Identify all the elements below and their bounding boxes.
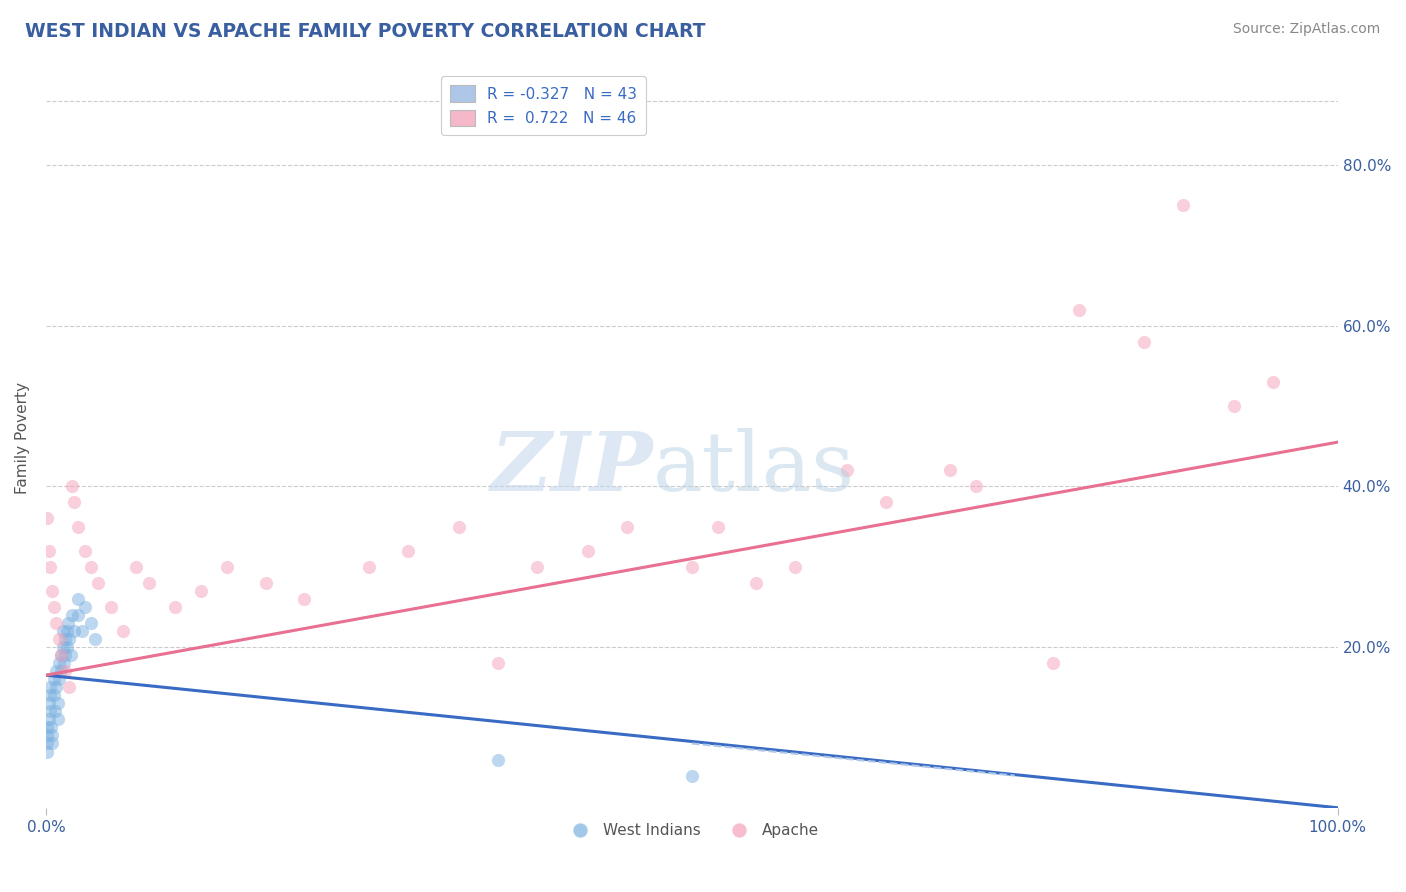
Point (53, 648, 76, 662)
Point (55, 624, 77, 638)
Point (58, 632, 80, 646)
Point (37, 511, 59, 525)
Point (396, 543, 419, 558)
Point (37, 744, 59, 758)
Point (60, 607, 83, 622)
Text: atlas: atlas (652, 427, 855, 508)
Point (53, 664, 76, 678)
Point (357, 559, 380, 574)
Point (67, 591, 90, 606)
Point (63, 495, 86, 509)
Y-axis label: Family Poverty: Family Poverty (15, 382, 30, 494)
Point (48, 632, 70, 646)
Point (51, 664, 73, 678)
Point (84, 632, 107, 646)
Point (449, 519, 471, 533)
Point (67, 607, 90, 622)
Point (60, 479, 83, 493)
Point (42, 599, 65, 614)
Point (41, 736, 63, 750)
Point (875, 495, 897, 509)
Point (254, 575, 277, 590)
Point (42, 688, 65, 702)
Point (1069, 302, 1091, 317)
Legend: West Indians, Apache: West Indians, Apache (558, 817, 825, 845)
Point (73, 599, 96, 614)
Point (51, 648, 73, 662)
Point (80, 615, 103, 630)
Point (38, 704, 60, 718)
Point (44, 704, 66, 718)
Point (38, 712, 60, 726)
Point (190, 583, 212, 598)
Point (526, 559, 548, 574)
Point (70, 624, 93, 638)
Point (80, 559, 103, 574)
Point (56, 615, 79, 630)
Point (100, 599, 122, 614)
Point (37, 736, 59, 750)
Point (73, 543, 96, 558)
Point (53, 632, 76, 646)
Point (486, 656, 509, 670)
Point (63, 624, 86, 638)
Point (42, 672, 65, 686)
Point (1171, 198, 1194, 212)
Point (45, 664, 67, 678)
Text: ZIP: ZIP (491, 427, 652, 508)
Point (835, 463, 858, 477)
Point (215, 559, 238, 574)
Text: Source: ZipAtlas.com: Source: ZipAtlas.com (1233, 22, 1381, 37)
Point (681, 559, 703, 574)
Point (578, 543, 600, 558)
Point (38, 543, 60, 558)
Text: WEST INDIAN VS APACHE FAMILY POVERTY CORRELATION CHART: WEST INDIAN VS APACHE FAMILY POVERTY COR… (25, 22, 706, 41)
Point (745, 575, 768, 590)
Point (38, 688, 60, 702)
Point (53, 656, 76, 670)
Point (46, 712, 69, 726)
Point (1261, 375, 1284, 389)
Point (165, 599, 187, 614)
Point (138, 575, 160, 590)
Point (616, 519, 638, 533)
Point (41, 583, 63, 598)
Point (38, 559, 60, 574)
Point (67, 519, 90, 533)
Point (45, 615, 67, 630)
Point (55, 640, 77, 654)
Point (706, 519, 728, 533)
Point (1223, 399, 1246, 413)
Point (52, 624, 75, 638)
Point (38, 680, 60, 694)
Point (59, 648, 82, 662)
Point (1133, 334, 1156, 349)
Point (939, 463, 962, 477)
Point (48, 656, 70, 670)
Point (45, 680, 67, 694)
Point (51, 648, 73, 662)
Point (965, 479, 987, 493)
Point (46, 696, 69, 710)
Point (39, 720, 62, 734)
Point (52, 640, 75, 654)
Point (86, 575, 108, 590)
Point (41, 728, 63, 742)
Point (125, 559, 148, 574)
Point (681, 769, 703, 783)
Point (37, 720, 59, 734)
Point (38, 696, 60, 710)
Point (112, 624, 135, 638)
Point (292, 591, 315, 606)
Point (785, 559, 807, 574)
Point (58, 680, 80, 694)
Point (1042, 656, 1064, 670)
Point (48, 672, 70, 686)
Point (37, 728, 59, 742)
Point (486, 752, 509, 766)
